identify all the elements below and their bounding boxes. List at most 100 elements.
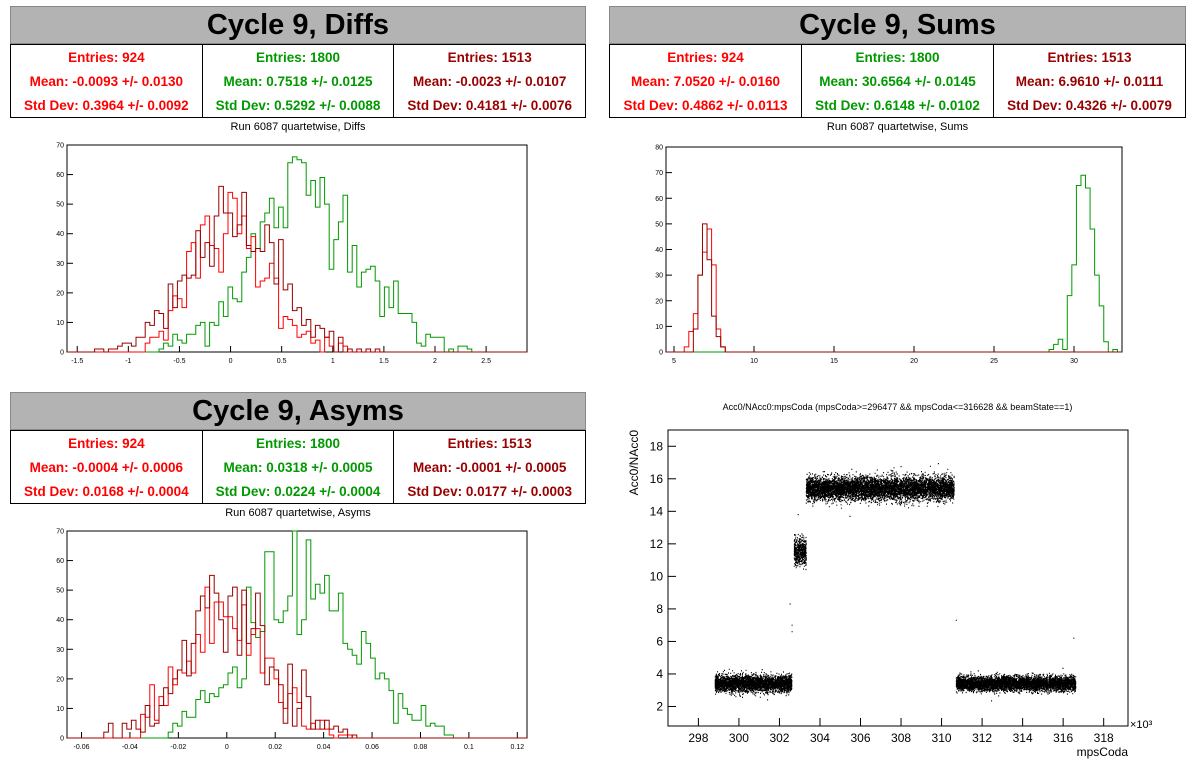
x-tick-label: 0 bbox=[225, 744, 229, 751]
x-tick-label: 318 bbox=[1094, 731, 1114, 745]
entries-label: Entries: 924 bbox=[68, 49, 145, 65]
entries-label: Entries: 924 bbox=[68, 435, 145, 451]
x-tick-label: 0.02 bbox=[268, 744, 282, 751]
x-tick-label: 0.08 bbox=[414, 744, 428, 751]
std-label: Std Dev: 0.0168 +/- 0.0004 bbox=[23, 483, 189, 499]
asyms-histogram: -0.06 -0.04 -0.02 0 0.02 0.04 0.06 0.08 0.1 0.12 0… bbox=[56, 529, 528, 751]
entries-label: Entries: 1513 bbox=[1047, 49, 1132, 65]
sums-stats-red: Entries: 924 Mean: 7.0520 +/- 0.0160 Std… bbox=[610, 45, 802, 117]
x-tick-label: 2 bbox=[433, 358, 437, 365]
mean-label: Mean: -0.0093 +/- 0.0130 bbox=[29, 73, 184, 89]
y-tick-label: 20 bbox=[655, 298, 663, 305]
x-axis-label: mpsCoda bbox=[1077, 745, 1129, 759]
x-tick-label: 20 bbox=[910, 358, 918, 365]
sums-stats-darkred: Entries: 1513 Mean: 6.9610 +/- 0.0111 St… bbox=[994, 45, 1185, 117]
sums-stats-table: Entries: 924 Mean: 7.0520 +/- 0.0160 Std… bbox=[609, 44, 1186, 118]
asyms-stats-table: Entries: 924 Mean: -0.0004 +/- 0.0006 St… bbox=[10, 430, 586, 504]
y-tick-label: 60 bbox=[56, 558, 64, 565]
diffs-run-title: Run 6087 quartetwise, Diffs bbox=[230, 121, 366, 133]
diffs-title: Cycle 9, Diffs bbox=[10, 6, 586, 44]
x-tick-label: 15 bbox=[830, 358, 838, 365]
y-tick-label: 50 bbox=[56, 202, 64, 209]
sums-histogram: 5 10 15 20 25 30 0 10 20 30 40 50 60 70 80 bbox=[655, 145, 1123, 365]
mean-label: Mean: 6.9610 +/- 0.0111 bbox=[1015, 73, 1164, 89]
diffs-stats-red: Entries: 924 Mean: -0.0093 +/- 0.0130 St… bbox=[11, 45, 203, 117]
x-tick-label: 10 bbox=[750, 358, 758, 365]
scatter-points bbox=[714, 463, 1077, 702]
x-tick-label: 314 bbox=[1013, 731, 1033, 745]
y-tick-label: 14 bbox=[650, 504, 664, 518]
y-tick-label: 8 bbox=[656, 602, 663, 616]
x-tick-label: 0.12 bbox=[511, 744, 525, 751]
x-tick-label: -1 bbox=[125, 358, 131, 365]
diffs-stats-darkred: Entries: 1513 Mean: -0.0023 +/- 0.0107 S… bbox=[394, 45, 585, 117]
std-label: Std Dev: 0.0224 +/- 0.0004 bbox=[215, 483, 381, 499]
x-tick-label: 25 bbox=[990, 358, 998, 365]
diffs-stats-green: Entries: 1800 Mean: 0.7518 +/- 0.0125 St… bbox=[203, 45, 395, 117]
y-tick-label: 10 bbox=[56, 706, 64, 713]
y-tick-label: 60 bbox=[56, 172, 64, 179]
std-label: Std Dev: 0.4181 +/- 0.0076 bbox=[407, 97, 573, 113]
histogram-series-1 bbox=[666, 228, 1122, 353]
y-axis-label: Acc0/NAcc0 bbox=[627, 430, 641, 496]
x-tick-label: -0.04 bbox=[122, 744, 138, 751]
x-tick-label: 5 bbox=[672, 358, 676, 365]
entries-label: Entries: 1800 bbox=[855, 49, 940, 65]
asyms-stats-red: Entries: 924 Mean: -0.0004 +/- 0.0006 St… bbox=[11, 431, 203, 503]
histogram-series-1 bbox=[67, 191, 527, 353]
x-tick-label: 0 bbox=[229, 358, 233, 365]
x-tick-label: 2.5 bbox=[481, 358, 491, 365]
histogram-series-2 bbox=[67, 185, 527, 353]
x-tick-label: 304 bbox=[810, 731, 830, 745]
y-tick-label: 2 bbox=[656, 699, 663, 713]
x-tick-label: 312 bbox=[972, 731, 992, 745]
histogram-series-2 bbox=[666, 223, 1122, 353]
mean-label: Mean: 30.6564 +/- 0.0145 bbox=[819, 73, 976, 89]
x-tick-label: 306 bbox=[850, 731, 870, 745]
entries-label: Entries: 924 bbox=[667, 49, 744, 65]
x-tick-label: -0.06 bbox=[74, 744, 90, 751]
y-tick-label: 10 bbox=[650, 569, 664, 583]
std-label: Std Dev: 0.4326 +/- 0.0079 bbox=[1007, 97, 1172, 113]
asyms-title: Cycle 9, Asyms bbox=[10, 392, 586, 430]
y-tick-label: 70 bbox=[56, 143, 64, 150]
y-tick-label: 10 bbox=[56, 320, 64, 327]
histogram-series-0 bbox=[67, 530, 527, 739]
std-label: Std Dev: 0.5292 +/- 0.0088 bbox=[215, 97, 381, 113]
y-tick-label: 30 bbox=[655, 273, 663, 280]
y-tick-label: 80 bbox=[655, 145, 663, 152]
sums-title: Cycle 9, Sums bbox=[609, 6, 1186, 44]
histogram-series-0 bbox=[666, 174, 1122, 353]
y-tick-label: 70 bbox=[655, 170, 663, 177]
y-tick-label: 50 bbox=[56, 588, 64, 595]
mean-label: Mean: 0.0318 +/- 0.0005 bbox=[223, 459, 373, 475]
mean-label: Mean: -0.0023 +/- 0.0107 bbox=[412, 73, 567, 89]
x-tick-label: 0.04 bbox=[317, 744, 331, 751]
x-tick-label: 302 bbox=[769, 731, 789, 745]
mean-label: Mean: -0.0004 +/- 0.0006 bbox=[29, 459, 184, 475]
diffs-stats-table: Entries: 924 Mean: -0.0093 +/- 0.0130 St… bbox=[10, 44, 586, 118]
std-label: Std Dev: 0.4862 +/- 0.0113 bbox=[623, 97, 788, 113]
std-label: Std Dev: 0.3964 +/- 0.0092 bbox=[23, 97, 189, 113]
x-tick-label: 0.06 bbox=[365, 744, 379, 751]
y-tick-label: 40 bbox=[655, 247, 663, 254]
x-tick-label: 30 bbox=[1070, 358, 1078, 365]
y-tick-label: 20 bbox=[56, 676, 64, 683]
entries-label: Entries: 1800 bbox=[255, 435, 341, 451]
y-tick-label: 18 bbox=[650, 439, 664, 453]
diffs-histogram: -1.5 -1 -0.5 0 0.5 1 1.5 2 2.5 0 10 20 30 40 50 60 70 bbox=[56, 143, 528, 365]
entries-label: Entries: 1513 bbox=[447, 49, 532, 65]
entries-label: Entries: 1513 bbox=[447, 435, 532, 451]
x-tick-label: 316 bbox=[1053, 731, 1073, 745]
y-tick-label: 50 bbox=[655, 221, 663, 228]
plot-frame bbox=[66, 144, 528, 353]
mean-label: Mean: -0.0001 +/- 0.0005 bbox=[412, 459, 567, 475]
y-tick-label: 70 bbox=[56, 529, 64, 536]
asyms-stats-green: Entries: 1800 Mean: 0.0318 +/- 0.0005 St… bbox=[203, 431, 395, 503]
mean-label: Mean: 0.7518 +/- 0.0125 bbox=[223, 73, 373, 89]
x-multiplier-label: ×10³ bbox=[1130, 719, 1153, 731]
scatter-plot: 298 300 302 304 306 308 310 312 314 316 318 2 4 6 8 10 1… bbox=[627, 429, 1153, 759]
std-label: Std Dev: 0.0177 +/- 0.0003 bbox=[407, 483, 573, 499]
x-tick-label: 300 bbox=[729, 731, 749, 745]
std-label: Std Dev: 0.6148 +/- 0.0102 bbox=[815, 97, 980, 113]
